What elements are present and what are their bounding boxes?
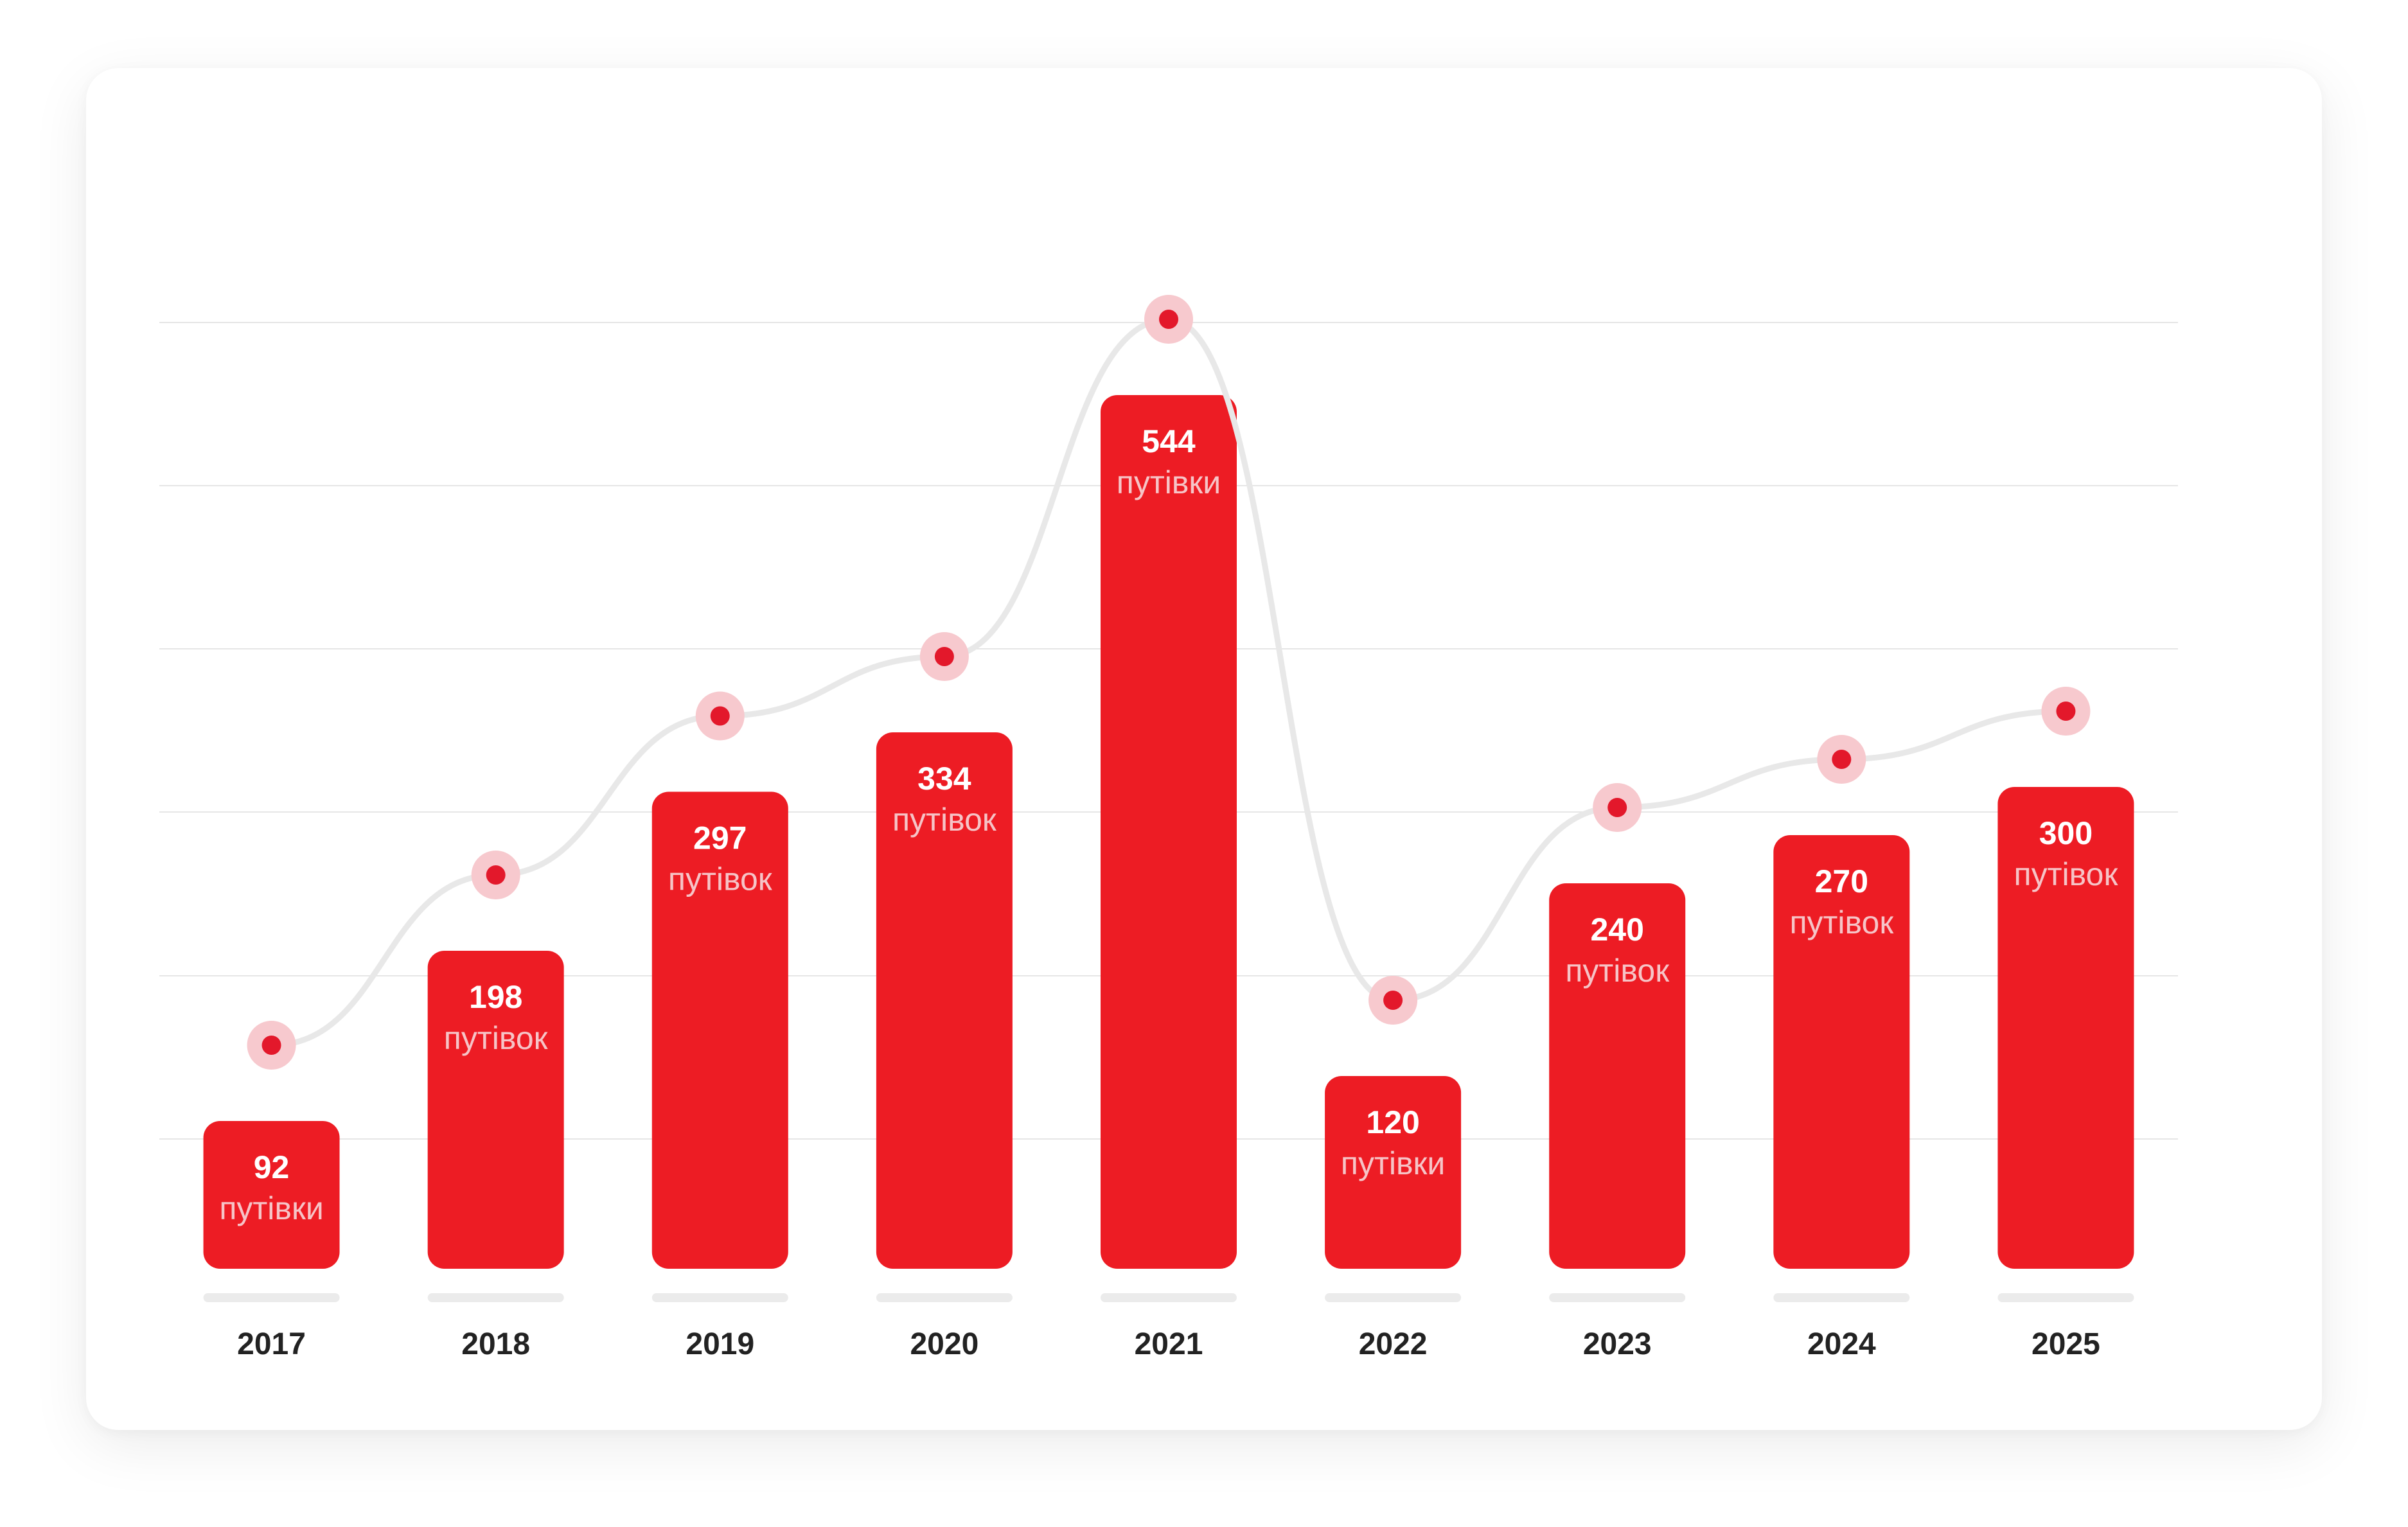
trend-marker-2019 [710,706,730,726]
bar-value-label: 544 [1142,423,1196,459]
bar-2024 [1773,835,1910,1269]
x-tick-label: 2024 [1807,1327,1876,1361]
trend-layer [247,295,2091,1070]
bar-unit-label: путівки [1117,464,1221,500]
bar-unit-label: путівки [1341,1145,1445,1181]
x-tick-label: 2018 [461,1327,530,1361]
axis-pill [203,1293,340,1302]
bar-value-label: 270 [1815,863,1868,899]
trend-marker-2024 [1832,750,1852,769]
bar-value-label: 334 [917,761,971,797]
x-tick-label: 2019 [686,1327,754,1361]
axis-pill [1773,1293,1910,1302]
axis-pill [1549,1293,1686,1302]
bar-2019 [651,791,788,1269]
bar-2023 [1549,883,1686,1269]
bar-value-label: 120 [1366,1104,1419,1140]
trend-marker-2017 [261,1036,281,1055]
axis-pill [427,1293,564,1302]
bar-value-label: 198 [469,979,522,1015]
trend-marker-2022 [1383,991,1403,1010]
x-tick-label: 2022 [1359,1327,1428,1361]
trend-marker-2020 [934,647,954,666]
bar-value-label: 300 [2039,815,2093,851]
bar-2020 [876,732,1013,1269]
bar-unit-label: путівок [892,802,997,838]
bar-2025 [1997,787,2134,1269]
bar-value-label: 240 [1591,912,1644,948]
trend-marker-2018 [486,865,506,885]
x-tick-label: 2017 [237,1327,306,1361]
bar-2017 [203,1121,340,1269]
bar-2022 [1325,1076,1462,1269]
bar-layer [203,395,2134,1302]
trend-marker-2021 [1159,310,1178,329]
x-tick-label: 2025 [2032,1327,2100,1361]
bar-unit-label: путівки [219,1190,323,1226]
trend-marker-2025 [2056,702,2076,721]
label-layer: 92 путівки 2017 198 путівок 2018 297 путівок 201… [219,423,2118,1361]
bar-unit-label: путівок [1789,905,1894,940]
bar-unit-label: путівок [1565,953,1670,989]
bar-unit-label: путівок [668,861,773,897]
bar-unit-label: путівок [2014,856,2119,892]
bar-unit-label: путівок [444,1020,549,1056]
axis-pill [1325,1293,1462,1302]
x-tick-label: 2021 [1135,1327,1203,1361]
x-tick-label: 2020 [910,1327,978,1361]
axis-pill [876,1293,1013,1302]
axis-pill [1997,1293,2134,1302]
x-tick-label: 2023 [1583,1327,1652,1361]
bar-value-label: 92 [254,1149,290,1185]
axis-pill [1101,1293,1237,1302]
bar-value-label: 297 [693,820,747,856]
bar-2021 [1101,395,1237,1269]
trend-marker-2023 [1607,798,1627,817]
bar-2018 [427,951,564,1269]
axis-pill [651,1293,788,1302]
